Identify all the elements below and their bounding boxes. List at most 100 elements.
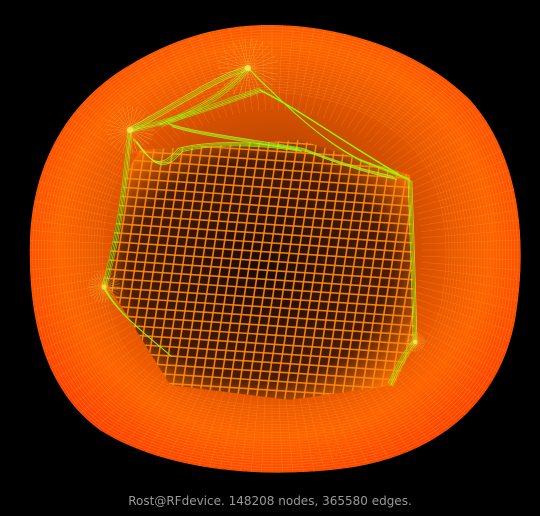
mesh-radial-edge — [310, 25, 345, 115]
hub-ray — [414, 333, 421, 343]
mesh-radial-edge — [291, 25, 309, 112]
hub-ray — [414, 332, 419, 343]
accent-edge — [129, 67, 248, 130]
mesh-radial-edge — [291, 388, 309, 473]
mesh-radial-edge — [416, 182, 521, 214]
mesh-radial-edge — [29, 297, 132, 340]
accent-edge — [102, 129, 130, 287]
grid-edge — [177, 140, 225, 400]
mesh-contour — [41, 35, 509, 463]
mesh-radial-edge — [29, 268, 124, 285]
accent-edge — [407, 178, 414, 341]
hub-ray — [113, 129, 131, 148]
hub-ray — [411, 332, 416, 343]
mesh-radial-edge — [259, 389, 266, 473]
mesh-radial-edge — [211, 25, 240, 114]
mesh-radial-edge — [418, 280, 521, 307]
hub-ray — [129, 129, 150, 145]
mesh-radial-edge — [407, 308, 521, 361]
hub-ray — [247, 67, 264, 95]
hub-ray — [220, 67, 249, 81]
hub-ray — [247, 67, 276, 81]
mesh-radial-edge — [73, 348, 167, 434]
accent-edge — [104, 130, 132, 288]
grid-edge — [329, 140, 377, 400]
hub-ray — [102, 286, 105, 303]
accent-edge — [387, 340, 414, 384]
grid-edge — [105, 276, 415, 300]
mesh-radial-edge — [316, 25, 357, 117]
grid-edge — [0, 130, 24, 410]
grid-edge — [187, 140, 234, 400]
mesh-radial-edge — [223, 387, 247, 473]
grid-edge — [225, 140, 272, 400]
hub-ray — [223, 67, 249, 86]
hub-ray — [98, 271, 105, 288]
mesh-contour — [102, 92, 447, 407]
mesh-radial-edge — [404, 314, 521, 371]
accent-edge — [391, 343, 418, 387]
grid-edge — [105, 175, 415, 199]
grid-edge — [310, 140, 358, 400]
grid-edge — [291, 140, 339, 400]
hub-ray — [414, 341, 425, 347]
hub-ray — [103, 286, 118, 297]
mesh-radial-edge — [247, 389, 260, 473]
hub-ray — [223, 50, 249, 69]
hub-ray — [89, 280, 105, 288]
hub-ray — [409, 333, 416, 343]
mesh-radial-edge — [29, 160, 132, 203]
hub-ray — [127, 129, 131, 154]
hub-ray — [129, 106, 133, 131]
mesh-contour — [47, 40, 503, 457]
hub-ray — [129, 107, 138, 131]
mesh-radial-edge — [297, 25, 321, 113]
hub-ray — [88, 286, 105, 291]
hub-ray — [129, 129, 147, 148]
mesh-radial-edge — [278, 389, 285, 473]
grid-edge — [253, 140, 301, 400]
hub-ray — [414, 335, 424, 343]
accent-edge — [159, 67, 248, 125]
hub-ray — [409, 341, 416, 351]
hub-ray — [103, 271, 110, 288]
hub-ray — [406, 341, 416, 349]
mesh-contour — [32, 27, 518, 471]
hub-ray — [127, 106, 131, 131]
mesh-radial-edge — [57, 339, 158, 418]
grid-edge — [158, 140, 206, 400]
hub-node-rays — [88, 38, 425, 352]
hub-ray — [113, 112, 131, 131]
accent-edge — [169, 124, 395, 178]
mesh-radial-edge — [401, 319, 515, 381]
hub-ray — [122, 107, 131, 131]
mesh-radial-edge — [187, 25, 228, 117]
hub-ray — [227, 45, 249, 69]
grid-edge — [105, 340, 415, 365]
mesh-radial-edge — [284, 389, 297, 473]
hub-ray — [95, 286, 105, 301]
mesh-radial-edge — [29, 227, 123, 238]
hub-ray — [129, 115, 150, 131]
grid-edge — [105, 239, 415, 264]
hub-ray — [117, 129, 131, 151]
mesh-radial-edge — [421, 255, 521, 262]
grid-edge — [105, 258, 415, 282]
hub-ray — [129, 124, 154, 131]
hub-ray — [218, 67, 249, 75]
mesh-radial-edge — [29, 255, 123, 262]
hub-ray — [413, 341, 416, 352]
mesh-contour — [44, 38, 506, 460]
hub-ray — [414, 332, 417, 343]
hub-ray — [405, 339, 416, 343]
mesh-radial-edge — [310, 385, 345, 473]
accent-edge — [388, 341, 415, 385]
hub-ray — [247, 67, 269, 91]
mesh-radial-edge — [419, 204, 521, 226]
grid-edge — [105, 267, 415, 291]
mesh-contour — [64, 57, 486, 441]
grid-edge — [105, 285, 415, 310]
mesh-contour — [29, 25, 521, 473]
grid-edge — [105, 322, 415, 346]
mesh-radial-edge — [278, 25, 285, 111]
